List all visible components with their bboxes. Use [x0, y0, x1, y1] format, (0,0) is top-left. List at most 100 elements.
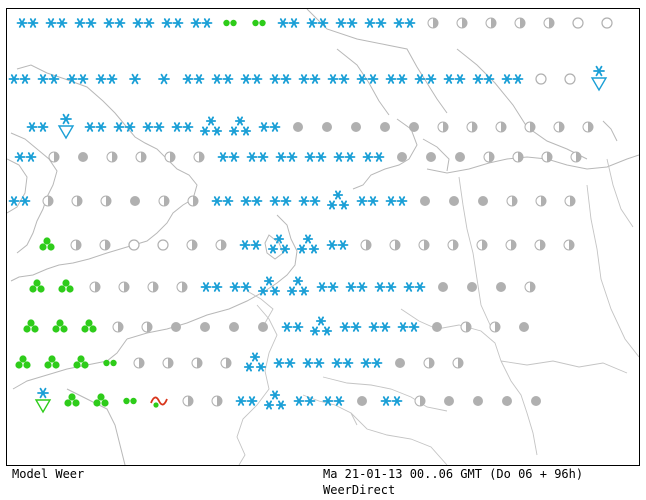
snowflake-icon: [298, 196, 310, 206]
snowflake-icon: [339, 322, 351, 332]
snow-icon: [414, 74, 437, 84]
snow-icon: [8, 74, 31, 84]
snowflake-icon: [26, 122, 38, 132]
snowflake-icon: [280, 196, 292, 206]
shower-icon: [58, 279, 74, 293]
snowflake-icon: [16, 18, 28, 28]
snowflake-icon: [95, 122, 107, 132]
snow-icon: [322, 396, 345, 406]
snowflake-icon: [193, 74, 205, 84]
snowflake-icon: [321, 326, 333, 336]
snowflake-icon: [309, 196, 321, 206]
partly-cloudy-icon: [534, 239, 546, 251]
snow-icon: [298, 196, 321, 206]
snowflake-icon: [243, 362, 255, 372]
partly-cloudy-icon: [106, 151, 118, 163]
partly-cloudy-icon: [466, 121, 478, 133]
snowflake-icon: [269, 286, 281, 296]
snowflake-icon: [249, 352, 261, 362]
snowflake-icon: [337, 240, 349, 250]
partly-cloudy-icon: [70, 239, 82, 251]
map-canvas: [7, 9, 639, 465]
snow-icon: [246, 152, 269, 162]
snow-icon: [331, 358, 354, 368]
snowflake-icon: [286, 152, 298, 162]
clear-sky-icon: [572, 17, 584, 29]
snowflake-icon: [222, 74, 234, 84]
snow-shower-icon: [57, 113, 75, 140]
weather-map: [6, 8, 640, 466]
overcast-icon: [229, 322, 239, 332]
partly-cloudy-icon: [162, 357, 174, 369]
snowflake-icon: [317, 18, 329, 28]
partly-cloudy-icon: [112, 321, 124, 333]
overcast-icon: [357, 396, 367, 406]
partly-cloudy-icon: [176, 281, 188, 293]
partly-cloudy-icon: [512, 151, 524, 163]
snowflake-icon: [199, 126, 211, 136]
snowflake-icon: [37, 74, 49, 84]
snow-icon: [339, 322, 362, 332]
snowflake-icon: [342, 358, 354, 368]
snowflake-icon: [95, 74, 107, 84]
partly-cloudy-icon: [483, 151, 495, 163]
shower-icon: [81, 319, 97, 333]
snowflake-icon: [228, 152, 240, 162]
snow-icon: [298, 74, 321, 84]
snowflake-icon: [250, 240, 262, 250]
snowflake-icon: [414, 74, 426, 84]
overcast-icon: [519, 322, 529, 332]
overcast-icon: [531, 396, 541, 406]
clear-sky-icon: [601, 17, 613, 29]
snow-icon: [161, 18, 184, 28]
partly-cloudy-icon: [447, 239, 459, 251]
overcast-icon: [496, 282, 506, 292]
snowflake-icon: [25, 152, 37, 162]
snowflake-icon: [360, 358, 372, 368]
shower-icon: [29, 279, 45, 293]
partly-cloudy-icon: [476, 239, 488, 251]
snowflake-icon: [171, 122, 183, 132]
snow-icon: [397, 322, 420, 332]
snowflake-icon: [333, 152, 345, 162]
snow-icon: [74, 18, 97, 28]
snowflake-icon: [124, 122, 136, 132]
snowflake-icon: [338, 74, 350, 84]
snowflake-icon: [414, 282, 426, 292]
snowflake-icon: [113, 122, 125, 132]
snowflake-icon: [483, 74, 495, 84]
snowflake-icon: [267, 244, 279, 254]
snowflake-icon: [269, 74, 281, 84]
partly-cloudy-icon: [141, 321, 153, 333]
weather-symbols-layer: [8, 17, 613, 414]
snowflake-icon: [14, 152, 26, 162]
partly-cloudy-icon: [135, 151, 147, 163]
partly-cloudy-icon: [418, 239, 430, 251]
overcast-icon: [200, 322, 210, 332]
partly-cloudy-icon: [215, 239, 227, 251]
overcast-icon: [478, 196, 488, 206]
snowflake-icon: [48, 74, 60, 84]
snowflake-icon: [345, 282, 357, 292]
snowflake-icon: [269, 122, 281, 132]
rain-icon: [123, 397, 137, 405]
clear-sky-icon: [564, 73, 576, 85]
snowflake-icon: [45, 18, 57, 28]
snowflake-icon: [37, 387, 49, 399]
snow-icon: [171, 122, 194, 132]
partly-cloudy-icon: [389, 239, 401, 251]
snowflake-icon: [375, 18, 387, 28]
shower-icon: [15, 355, 31, 369]
heavy-snow-icon: [257, 276, 281, 296]
snowflake-icon: [211, 74, 223, 84]
overcast-icon: [380, 122, 390, 132]
overcast-icon: [455, 152, 465, 162]
snowflake-icon: [396, 74, 408, 84]
snowflake-icon: [37, 122, 49, 132]
snowflake-icon: [106, 74, 118, 84]
snowflake-icon: [273, 358, 285, 368]
snowflake-icon: [472, 74, 484, 84]
snow-icon: [26, 122, 49, 132]
snow-icon: [211, 74, 234, 84]
partly-cloudy-icon: [147, 281, 159, 293]
